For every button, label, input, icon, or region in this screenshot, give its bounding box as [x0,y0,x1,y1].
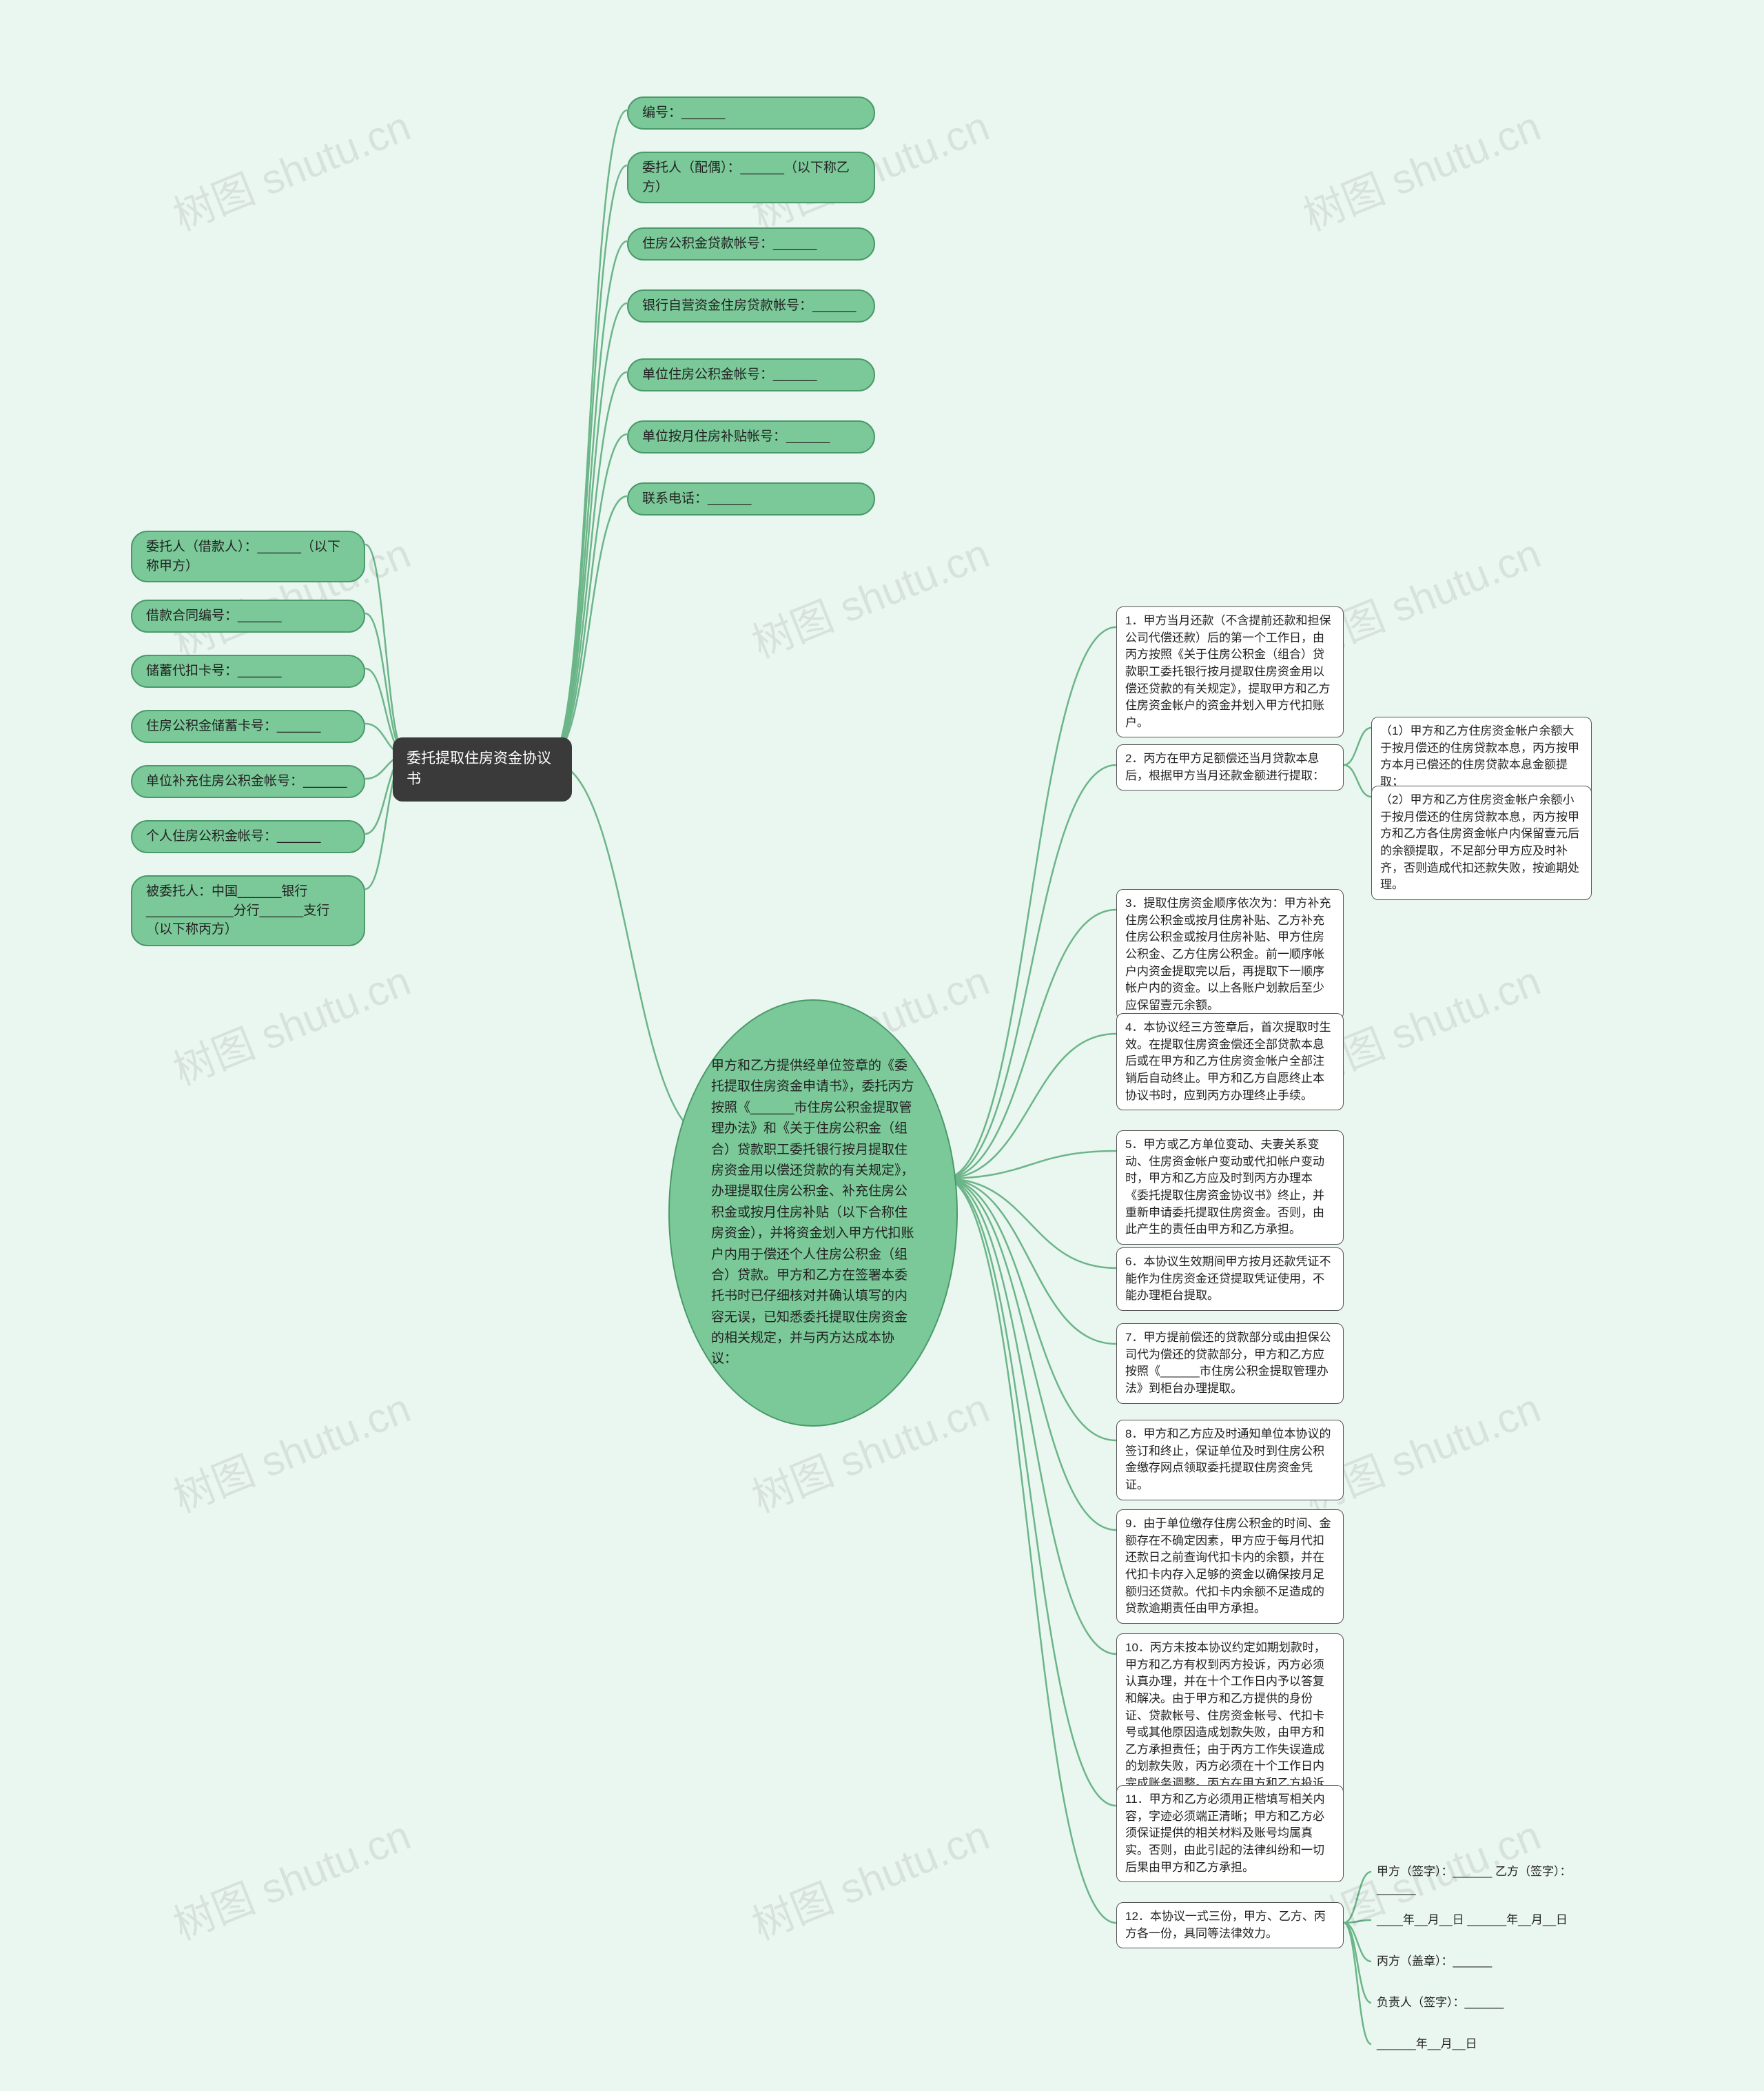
clause-12-sub-3: 负责人（签字）：______ [1371,1992,1592,2014]
top-item-0: 编号：______ [627,96,875,130]
clause-7: 7．甲方提前偿还的贷款部分或由担保公司代为偿还的贷款部分，甲方和乙方应按照《__… [1116,1323,1344,1404]
clause-2: 2．丙方在甲方足额偿还当月贷款本息后，根据甲方当月还款金额进行提取： [1116,744,1344,790]
clause-6: 6．本协议生效期间甲方按月还款凭证不能作为住房资金还贷提取凭证使用，不能办理柜台… [1116,1247,1344,1311]
left-item-3: 住房公积金储蓄卡号：______ [131,710,365,743]
clause-2-sub-1: （2）甲方和乙方住房资金帐户余额小于按月偿还的住房贷款本息，丙方按甲方和乙方各住… [1371,786,1592,900]
clause-12-sub-1: ____年__月__日 ______年__月__日 [1371,1909,1592,1932]
top-item-4: 单位住房公积金帐号：______ [627,358,875,391]
clause-3: 3．提取住房资金顺序依次为：甲方补充住房公积金或按月住房补贴、乙方补充住房公积金… [1116,889,1344,1020]
clause-12-sub-4: ______年__月__日 [1371,2033,1592,2056]
top-item-6: 联系电话：______ [627,482,875,516]
clause-12: 12．本协议一式三份，甲方、乙方、丙方各一份，具同等法律效力。 [1116,1902,1344,1948]
top-item-1: 委托人（配偶）：______（以下称乙方） [627,152,875,203]
top-item-2: 住房公积金贷款帐号：______ [627,227,875,261]
clause-11: 11．甲方和乙方必须用正楷填写相关内容，字迹必须端正清晰；甲方和乙方必须保证提供… [1116,1785,1344,1882]
left-item-5: 个人住房公积金帐号：______ [131,820,365,853]
top-item-5: 单位按月住房补贴帐号：______ [627,420,875,453]
left-item-4: 单位补充住房公积金帐号：______ [131,765,365,798]
clause-1: 1．甲方当月还款（不含提前还款和担保公司代偿还款）后的第一个工作日，由丙方按照《… [1116,606,1344,737]
left-item-0: 委托人（借款人）：______（以下称甲方） [131,531,365,582]
clause-9: 9．由于单位缴存住房公积金的时间、金额存在不确定因素，甲方应于每月代扣还款日之前… [1116,1509,1344,1624]
left-item-1: 借款合同编号：______ [131,600,365,633]
left-item-6: 被委托人：中国______银行____________分行______支行（以下… [131,875,365,946]
main-clause: 甲方和乙方提供经单位签章的《委托提取住房资金申请书》，委托丙方按照《______… [668,999,958,1427]
clause-4: 4．本协议经三方签章后，首次提取时生效。在提取住房资金偿还全部贷款本息后或在甲方… [1116,1013,1344,1110]
clause-12-sub-2: 丙方（盖章）：______ [1371,1950,1592,1973]
left-item-2: 储蓄代扣卡号：______ [131,655,365,688]
clause-8: 8．甲方和乙方应及时通知单位本协议的签订和终止，保证单位及时到住房公积金缴存网点… [1116,1420,1344,1500]
clause-12-sub-0: 甲方（签字）：______ 乙方（签字）：______ [1371,1861,1592,1900]
clause-5: 5．甲方或乙方单位变动、夫妻关系变动、住房资金帐户变动或代扣帐户变动时，甲方和乙… [1116,1130,1344,1245]
root-node: 委托提取住房资金协议书 [393,737,572,802]
top-item-3: 银行自营资金住房贷款帐号：______ [627,289,875,323]
